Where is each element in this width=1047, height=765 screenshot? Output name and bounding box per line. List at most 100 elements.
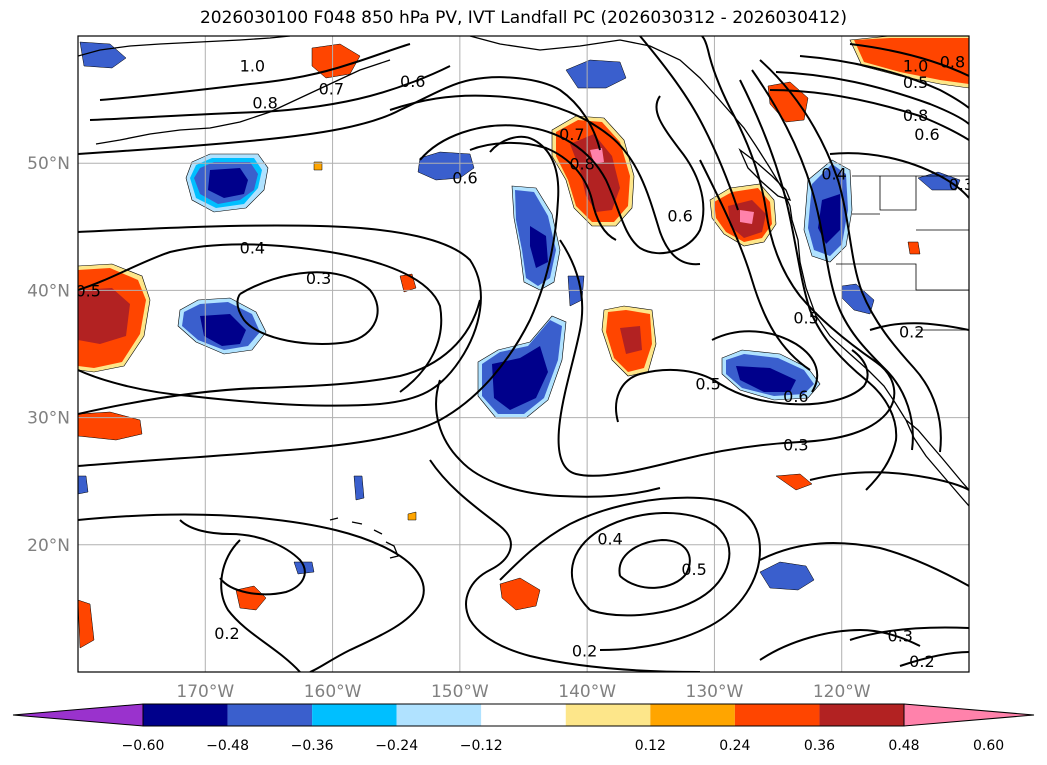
lon-tick-label: 150°W [431, 682, 489, 702]
colorbar-segment [396, 704, 482, 726]
contour-label: 1.0 [903, 57, 928, 76]
contour-line [429, 459, 701, 672]
contour-line [699, 159, 811, 371]
contour-label: 0.5 [681, 560, 706, 579]
lat-tick-label: 40°N [27, 281, 70, 301]
contour-label: 0.8 [903, 106, 928, 125]
contour-line [759, 628, 921, 661]
contour-line [809, 471, 969, 491]
contour-label: 1.0 [240, 57, 265, 76]
contour-line [849, 626, 969, 641]
contour-line [615, 349, 869, 423]
contour-label: 0.5 [793, 308, 818, 327]
lon-tick-label: 170°W [176, 682, 234, 702]
lon-tick-label: 160°W [304, 682, 362, 702]
contour-label: 0.2 [572, 642, 597, 661]
contour-line [78, 513, 425, 672]
contour-line [775, 71, 969, 125]
contour-label: 0.7 [559, 125, 584, 144]
contour-line [639, 36, 739, 211]
contour-line [711, 330, 819, 393]
contour-line [89, 65, 451, 121]
contour-label: 0.3 [888, 626, 913, 645]
colorbar-extend-low [12, 703, 144, 727]
contour-line [435, 379, 661, 498]
contour-line [739, 79, 898, 491]
contour-line [499, 496, 762, 651]
colorbar-tick-label: −0.24 [375, 738, 418, 754]
contour-label: 0.6 [783, 387, 808, 406]
colorbar-segment [819, 704, 904, 726]
contour-label: 0.6 [400, 72, 425, 91]
contour-line [751, 69, 914, 451]
colorbar-tick-label: −0.12 [460, 738, 503, 754]
colorbar-tick-label: −0.60 [122, 738, 165, 754]
plot-frame [77, 35, 970, 673]
contour-label: 0.8 [252, 93, 277, 112]
contour-line [236, 271, 379, 345]
contour-label: 0.2 [214, 624, 239, 643]
colorbar-tick-label: 0.12 [635, 738, 666, 754]
aleutian-islands [95, 59, 391, 145]
latitude-labels: 20°N 30°N 40°N 50°N [27, 154, 70, 556]
colorbar-tick-label: 0.60 [973, 738, 1004, 754]
contour-line [78, 243, 443, 393]
contour-line [78, 135, 560, 467]
pv-contours [78, 36, 969, 672]
contour-label: 0.4 [821, 165, 846, 184]
negative-anomaly-2 [177, 297, 267, 355]
positive-anomaly-4 [601, 305, 657, 377]
contour-label: 0.5 [903, 73, 928, 92]
lat-tick-label: 30°N [27, 409, 70, 429]
contour-label: 0.2 [899, 322, 924, 341]
colorbar-tick-label: −0.48 [206, 738, 249, 754]
negative-anomaly-3 [477, 315, 567, 419]
contour-line [419, 95, 705, 255]
colorbar-segment [143, 704, 228, 726]
colorbar-tick-label: 0.48 [888, 738, 919, 754]
contour-line [618, 538, 691, 589]
contour-label: 0.8 [569, 154, 594, 173]
contour-label: 0.7 [319, 79, 344, 98]
lat-tick-label: 50°N [27, 154, 70, 174]
contour-line [759, 542, 969, 587]
contour-line [99, 43, 411, 101]
contour-line [769, 89, 969, 141]
contour-line [799, 55, 969, 109]
lon-tick-label: 130°W [686, 682, 744, 702]
contour-label: 0.6 [667, 207, 692, 226]
colorbar-tick-label: −0.36 [291, 738, 334, 754]
contour-line [829, 152, 969, 199]
contour-line [78, 299, 481, 415]
contour-line [759, 59, 942, 453]
lon-tick-label: 120°W [813, 682, 871, 702]
lon-tick-label: 140°W [558, 682, 616, 702]
contour-label: 0.4 [597, 530, 622, 549]
contour-line [179, 519, 306, 596]
contour-line [557, 36, 896, 477]
contour-line [469, 141, 617, 241]
negative-anomaly-6 [803, 159, 853, 263]
negative-anomaly-1 [185, 153, 269, 213]
hawaii-islands [329, 517, 399, 559]
vancouver-island [738, 147, 792, 202]
longitude-labels: 170°W 160°W 150°W 140°W 130°W 120°W [176, 682, 870, 702]
contour-label: 0.6 [452, 168, 477, 187]
colorbar-tick-label: 0.36 [804, 738, 835, 754]
contour-line [571, 512, 731, 617]
map-title: 2026030100 F048 850 hPa PV, IVT Landfall… [199, 8, 847, 28]
colorbar-tick-label: 0.24 [719, 738, 750, 754]
colorbar-tick-labels: −0.60 −0.48 −0.36 −0.24 −0.12 0.12 0.24 0.36 0.4… [122, 738, 1005, 754]
map-gridlines [78, 36, 969, 672]
state-borders [836, 176, 969, 331]
lat-tick-label: 20°N [27, 536, 70, 556]
contour-label: 0.3 [306, 269, 331, 288]
contour-line [899, 651, 969, 667]
colorbar [12, 703, 1035, 727]
colorbar-extend-high [903, 703, 1035, 727]
colorbar-segment [481, 704, 566, 726]
positive-anomaly-3 [78, 263, 151, 373]
colorbar-frame [142, 703, 905, 727]
contour-line [220, 539, 301, 672]
